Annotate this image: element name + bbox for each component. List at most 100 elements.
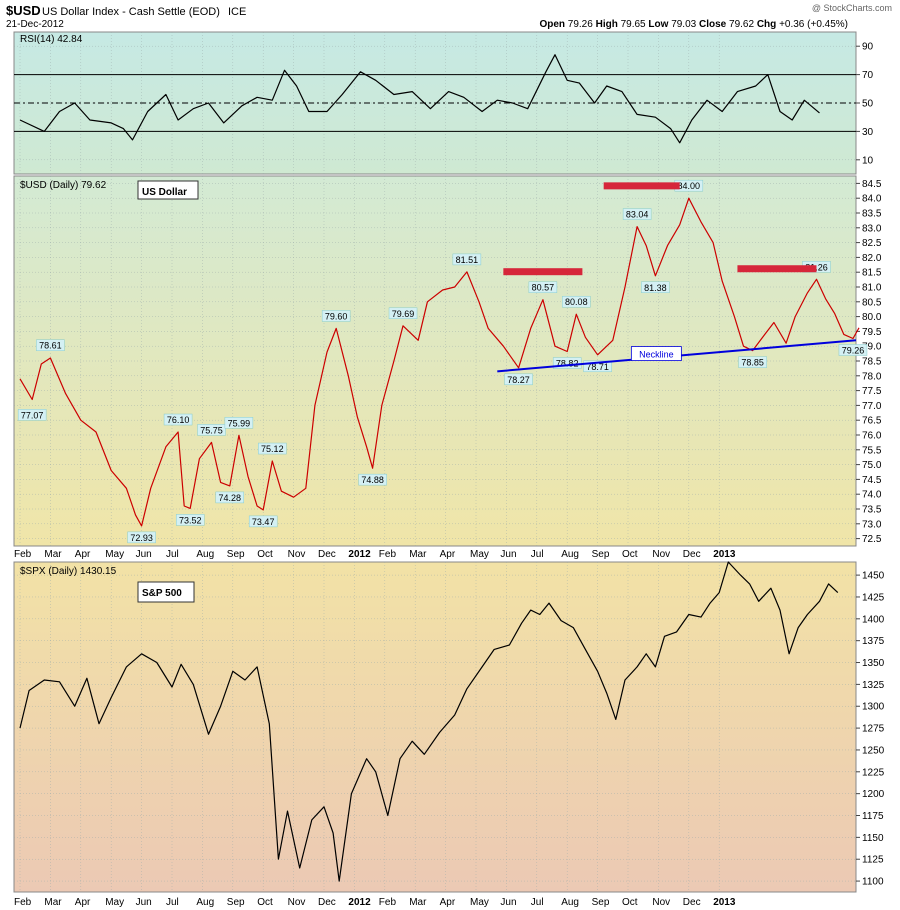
y-tick-label: 73.0 bbox=[862, 519, 882, 530]
rsi-title: RSI(14) 42.84 bbox=[20, 34, 83, 45]
value-label-box bbox=[452, 253, 482, 266]
value-label-box bbox=[258, 442, 287, 455]
x-tick-label: Apr bbox=[440, 897, 456, 908]
y-tick-label: 78.0 bbox=[862, 371, 882, 382]
y-tick-label: 1175 bbox=[862, 811, 884, 822]
x-tick-label: Mar bbox=[44, 897, 62, 908]
y-tick-label: 83.5 bbox=[862, 209, 882, 220]
y-tick-label: 1275 bbox=[862, 724, 885, 735]
x-tick-label: Aug bbox=[196, 897, 214, 908]
y-tick-label: 1125 bbox=[862, 855, 884, 866]
y-tick-label: 1450 bbox=[862, 571, 885, 582]
y-tick-label: 1225 bbox=[862, 767, 885, 778]
value-label-box bbox=[215, 491, 245, 504]
value-label-box bbox=[528, 281, 558, 293]
y-tick-label: 79.0 bbox=[862, 342, 882, 353]
y-tick-label: 76.5 bbox=[862, 416, 882, 427]
value-label: 75.12 bbox=[261, 444, 284, 454]
usd-title: $USD (Daily) 79.62 bbox=[20, 180, 107, 191]
y-tick-label: 83.0 bbox=[862, 223, 882, 234]
value-label: 81.51 bbox=[456, 255, 479, 265]
value-label: 78.27 bbox=[507, 375, 530, 385]
x-tick-label: Nov bbox=[288, 549, 306, 560]
value-label-box bbox=[388, 307, 418, 320]
value-label-box bbox=[583, 360, 612, 373]
value-label: 78.82 bbox=[556, 359, 579, 369]
value-label-box bbox=[163, 413, 193, 426]
value-label: 74.88 bbox=[361, 475, 384, 485]
y-tick-label: 1250 bbox=[862, 745, 885, 756]
value-label-box bbox=[175, 514, 205, 526]
x-tick-label: Jun bbox=[500, 549, 516, 560]
value-label-box bbox=[197, 424, 226, 436]
x-tick-label: Sep bbox=[227, 549, 245, 560]
x-tick-label: Apr bbox=[75, 549, 91, 560]
x-tick-label: 2012 bbox=[348, 897, 371, 908]
resistance-marker-bar bbox=[503, 268, 583, 276]
value-label: 72.93 bbox=[130, 533, 153, 543]
watermark: @ StockCharts.com bbox=[812, 3, 892, 13]
value-label-box bbox=[504, 373, 533, 386]
neckline-label: Neckline bbox=[639, 350, 674, 360]
value-label-box bbox=[321, 310, 351, 322]
x-tick-label: Jul bbox=[531, 897, 544, 908]
x-tick-label: Nov bbox=[288, 897, 306, 908]
y-tick-label: 50 bbox=[862, 99, 874, 110]
y-tick-label: 1150 bbox=[862, 833, 884, 844]
y-tick-label: 10 bbox=[862, 155, 874, 166]
x-tick-label: Sep bbox=[227, 897, 245, 908]
y-tick-label: 75.0 bbox=[862, 460, 882, 471]
value-label: 75.99 bbox=[228, 418, 251, 428]
resistance-marker-bar bbox=[737, 265, 817, 273]
symbol-description: US Dollar Index - Cash Settle (EOD) bbox=[42, 6, 220, 18]
x-tick-label: Jun bbox=[500, 897, 516, 908]
value-label-box bbox=[838, 344, 868, 356]
resistance-marker-bar bbox=[603, 182, 680, 190]
y-tick-label: 1300 bbox=[862, 702, 885, 713]
x-tick-label: Aug bbox=[561, 897, 579, 908]
value-label-box bbox=[738, 356, 767, 368]
x-tick-label: Apr bbox=[440, 549, 456, 560]
y-tick-label: 1325 bbox=[862, 680, 885, 691]
value-label: 79.26 bbox=[842, 346, 865, 356]
usd-legend: US Dollar bbox=[142, 187, 187, 198]
x-tick-label: Apr bbox=[75, 897, 91, 908]
x-tick-label: 2012 bbox=[348, 549, 371, 560]
value-label: 75.75 bbox=[200, 425, 223, 435]
x-tick-label: Jun bbox=[136, 897, 152, 908]
symbol-title: $USD bbox=[6, 3, 41, 18]
value-label: 77.07 bbox=[21, 410, 44, 420]
y-tick-label: 1375 bbox=[862, 636, 885, 647]
x-tick-label: Aug bbox=[196, 549, 214, 560]
x-tick-label: Mar bbox=[409, 549, 427, 560]
x-tick-label: Feb bbox=[14, 897, 32, 908]
x-tick-label: Nov bbox=[652, 549, 670, 560]
value-label: 84.00 bbox=[678, 181, 701, 191]
x-tick-label: Dec bbox=[318, 549, 336, 560]
x-tick-label: Oct bbox=[622, 549, 638, 560]
value-label-box bbox=[552, 357, 582, 369]
exchange-label: ICE bbox=[228, 6, 246, 18]
y-tick-label: 77.0 bbox=[862, 401, 882, 412]
y-tick-label: 82.5 bbox=[862, 238, 882, 249]
x-tick-label: Sep bbox=[592, 897, 610, 908]
x-tick-label: Mar bbox=[44, 549, 62, 560]
y-tick-label: 75.5 bbox=[862, 445, 882, 456]
usd-legend-box bbox=[137, 180, 199, 200]
ohlc-readout: Open 79.26 High 79.65 Low 79.03 Close 79… bbox=[539, 19, 848, 30]
y-tick-label: 78.5 bbox=[862, 357, 882, 368]
x-tick-label: Feb bbox=[379, 549, 397, 560]
value-label-box bbox=[224, 417, 254, 429]
value-label-box bbox=[36, 339, 65, 351]
x-tick-label: Dec bbox=[318, 897, 336, 908]
value-label-box bbox=[17, 409, 47, 421]
value-label: 76.10 bbox=[167, 415, 190, 425]
y-tick-label: 77.5 bbox=[862, 386, 882, 397]
value-label-box bbox=[641, 281, 670, 294]
y-tick-label: 79.5 bbox=[862, 327, 882, 338]
x-tick-label: Sep bbox=[592, 549, 610, 560]
value-label-box bbox=[562, 295, 591, 308]
value-label: 79.69 bbox=[392, 309, 415, 319]
y-tick-label: 80.0 bbox=[862, 312, 882, 323]
x-tick-label: Oct bbox=[622, 897, 638, 908]
